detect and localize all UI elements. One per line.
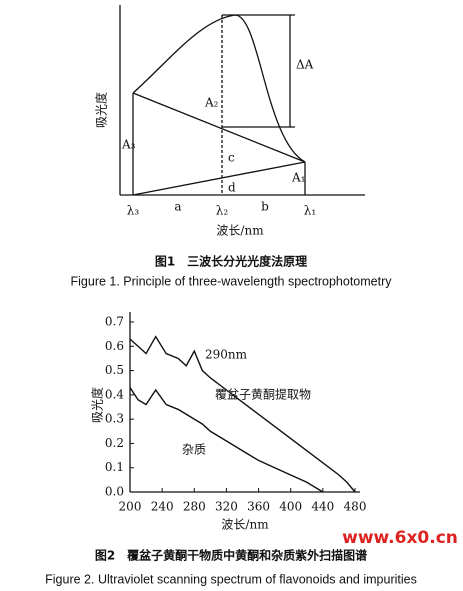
x-tick-label: 480 xyxy=(344,500,367,514)
x-label: 波长/nm xyxy=(221,518,269,532)
label: c xyxy=(228,151,235,165)
line xyxy=(132,92,306,163)
legend-label: 覆盆子黄酮提取物 xyxy=(215,387,311,402)
legend-label: 杂质 xyxy=(182,443,206,457)
annotation: 290nm xyxy=(205,348,248,362)
label: a xyxy=(174,200,181,214)
caption: 图1 三波长分光光度法原理 xyxy=(155,254,307,269)
y-tick-label: 0.1 xyxy=(105,460,124,474)
watermark: www.6x0.cn xyxy=(342,528,458,548)
figure-2: 吸光度 波长/nm 290nm 覆盆子黄酮提取物 杂质 www.6x0.cn 图… xyxy=(45,312,458,586)
caption: Figure 1. Principle of three-wavelength … xyxy=(71,274,393,288)
x-tick-label: 440 xyxy=(311,500,334,514)
label: A₁ xyxy=(291,171,305,185)
series-line xyxy=(129,387,324,493)
x-tick-label: 240 xyxy=(151,500,174,514)
series-line xyxy=(129,335,356,493)
x-tick-label: 400 xyxy=(279,500,302,514)
y-label: 吸光度 xyxy=(90,387,105,423)
curve xyxy=(132,14,306,163)
label: d xyxy=(228,181,236,195)
label: b xyxy=(261,200,269,214)
label: λ₂ xyxy=(216,204,229,218)
line xyxy=(132,161,306,196)
label: λ₁ xyxy=(304,204,316,218)
y-tick-label: 0.2 xyxy=(105,436,124,450)
y-tick-label: 0.4 xyxy=(105,387,124,401)
x-tick-label: 320 xyxy=(215,500,238,514)
x-tick-label: 360 xyxy=(247,500,270,514)
y-tick-label: 0.6 xyxy=(105,339,124,353)
caption: 图2 覆盆子黄酮干物质中黄酮和杂质紫外扫描图谱 xyxy=(95,548,367,563)
y-tick-label: 0.0 xyxy=(105,485,124,499)
caption: Figure 2. Ultraviolet scanning spectrum … xyxy=(45,572,417,586)
y-tick-label: 0.7 xyxy=(105,315,124,329)
y-label: 吸光度 xyxy=(94,92,109,128)
label: A₃ xyxy=(121,138,136,152)
x-label: 波长/nm xyxy=(216,224,264,238)
label: λ₃ xyxy=(127,204,140,218)
x-tick-label: 280 xyxy=(183,500,206,514)
label: ΔA xyxy=(296,58,314,72)
figure-1: 吸光度 波长/nm λ₃ a λ₂ b λ₁ A₃ A₂ A₁ c d ΔA 图… xyxy=(71,5,393,288)
label: A₂ xyxy=(204,96,219,110)
x-tick-label: 200 xyxy=(119,500,142,514)
y-tick-label: 0.5 xyxy=(105,363,124,377)
y-tick-label: 0.3 xyxy=(105,412,124,426)
